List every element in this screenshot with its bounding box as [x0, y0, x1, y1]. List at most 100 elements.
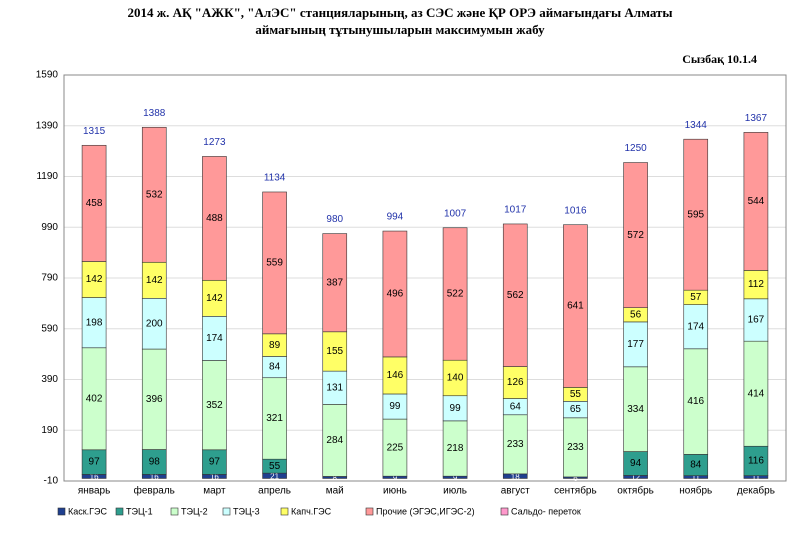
data-label: 131: [326, 382, 343, 393]
bar-segment: [382, 230, 408, 358]
bar-segment: [442, 395, 468, 422]
data-label: 218: [447, 443, 464, 454]
total-label: 1016: [564, 205, 587, 216]
data-label: 56: [630, 309, 642, 320]
bar-segment: [623, 162, 648, 308]
bar-segment: [322, 331, 348, 372]
legend-label: ТЭЦ-2: [181, 506, 208, 516]
y-tick-label: 1390: [36, 120, 59, 131]
data-label: 55: [269, 461, 281, 472]
bar-segment: [382, 356, 408, 395]
data-label: 352: [206, 400, 223, 411]
data-label: 641: [567, 301, 584, 312]
data-label: 458: [86, 198, 103, 209]
data-label: 225: [387, 442, 404, 453]
x-tick-label: март: [203, 486, 226, 497]
data-label: 496: [387, 289, 404, 300]
bar-segment: [262, 191, 287, 335]
data-label: 284: [326, 435, 343, 446]
data-label: 559: [266, 258, 283, 269]
bar-segment: [502, 366, 528, 399]
bar-segment: [743, 298, 769, 342]
y-tick-label: 190: [41, 425, 58, 436]
data-label: 200: [146, 318, 163, 329]
bar-segment: [322, 370, 348, 405]
data-label: 98: [149, 457, 161, 468]
chart-title: аймағының тұтынушыларын максимумын жабу: [255, 22, 545, 37]
data-label: 18: [511, 472, 520, 481]
bar-segment: [743, 270, 769, 300]
data-label: 198: [86, 317, 103, 328]
bar-segment: [81, 144, 107, 262]
data-label: 97: [209, 457, 221, 468]
total-label: 1007: [444, 208, 467, 219]
legend-swatch: [170, 507, 179, 516]
total-label: 1134: [264, 173, 286, 184]
data-label: 532: [146, 189, 163, 200]
data-label: 414: [748, 388, 765, 399]
x-tick-label: апрель: [258, 486, 291, 497]
data-label: 21: [270, 472, 279, 481]
bar-segment: [563, 224, 588, 388]
bar-segment: [141, 261, 167, 299]
legend-label: ТЭЦ-3: [233, 506, 260, 516]
bar-segment: [81, 449, 107, 475]
x-tick-label: сентябрь: [554, 485, 597, 497]
data-label: 174: [206, 333, 223, 344]
x-tick-label: июнь: [383, 486, 407, 497]
total-label: 980: [326, 214, 343, 225]
bar-segment: [382, 393, 408, 420]
total-label: 1250: [624, 143, 647, 154]
data-label: 57: [690, 292, 702, 303]
data-label: 64: [510, 401, 522, 412]
bar-segment: [502, 414, 528, 475]
bar-segment: [442, 359, 468, 397]
data-label: 97: [89, 457, 101, 468]
bar-segment: [623, 321, 648, 368]
bar-segment: [563, 417, 588, 478]
data-label: 16: [90, 473, 99, 482]
bar-segment: [202, 449, 227, 475]
legend-swatch: [280, 507, 289, 516]
data-label: 142: [146, 275, 163, 286]
bar-segment: [502, 223, 528, 367]
data-label: 99: [389, 401, 401, 412]
bar-segment: [442, 227, 468, 361]
data-label: 8: [333, 474, 338, 483]
data-label: 11: [752, 473, 761, 482]
data-label: 155: [326, 346, 343, 357]
data-label: 99: [450, 403, 462, 414]
data-label: 177: [627, 339, 644, 350]
total-label: 1344: [685, 120, 708, 131]
data-label: 167: [748, 315, 765, 326]
x-tick-label: октябрь: [617, 485, 654, 497]
data-label: 595: [687, 209, 704, 220]
data-label: 572: [627, 230, 644, 241]
data-label: 142: [206, 293, 223, 304]
bar-segment: [262, 377, 287, 460]
x-tick-label: февраль: [134, 485, 175, 497]
data-label: 65: [570, 404, 582, 415]
data-label: 116: [748, 456, 764, 467]
data-label: 522: [447, 289, 464, 300]
data-label: 112: [748, 279, 764, 290]
data-label: 174: [687, 321, 704, 332]
bar-segment: [442, 420, 468, 477]
bar-segment: [202, 316, 227, 361]
total-label: 1273: [203, 137, 226, 148]
bar-segment: [683, 304, 709, 350]
legend-swatch: [500, 507, 509, 516]
data-label: 416: [687, 396, 704, 407]
bar-segment: [683, 138, 709, 291]
data-label: 126: [507, 377, 524, 388]
chart-title: 2014 ж. АҚ "АЖК", "АлЭС" станцияларының,…: [127, 5, 672, 20]
bar-segment: [141, 126, 167, 263]
bar-segment: [202, 360, 227, 451]
bar-segment: [202, 156, 227, 281]
legend-swatch: [115, 507, 124, 516]
data-label: 562: [507, 290, 524, 301]
data-label: 16: [150, 473, 159, 482]
total-label: 1388: [143, 108, 166, 119]
y-tick-label: -10: [44, 476, 59, 487]
x-tick-label: июль: [443, 486, 467, 497]
